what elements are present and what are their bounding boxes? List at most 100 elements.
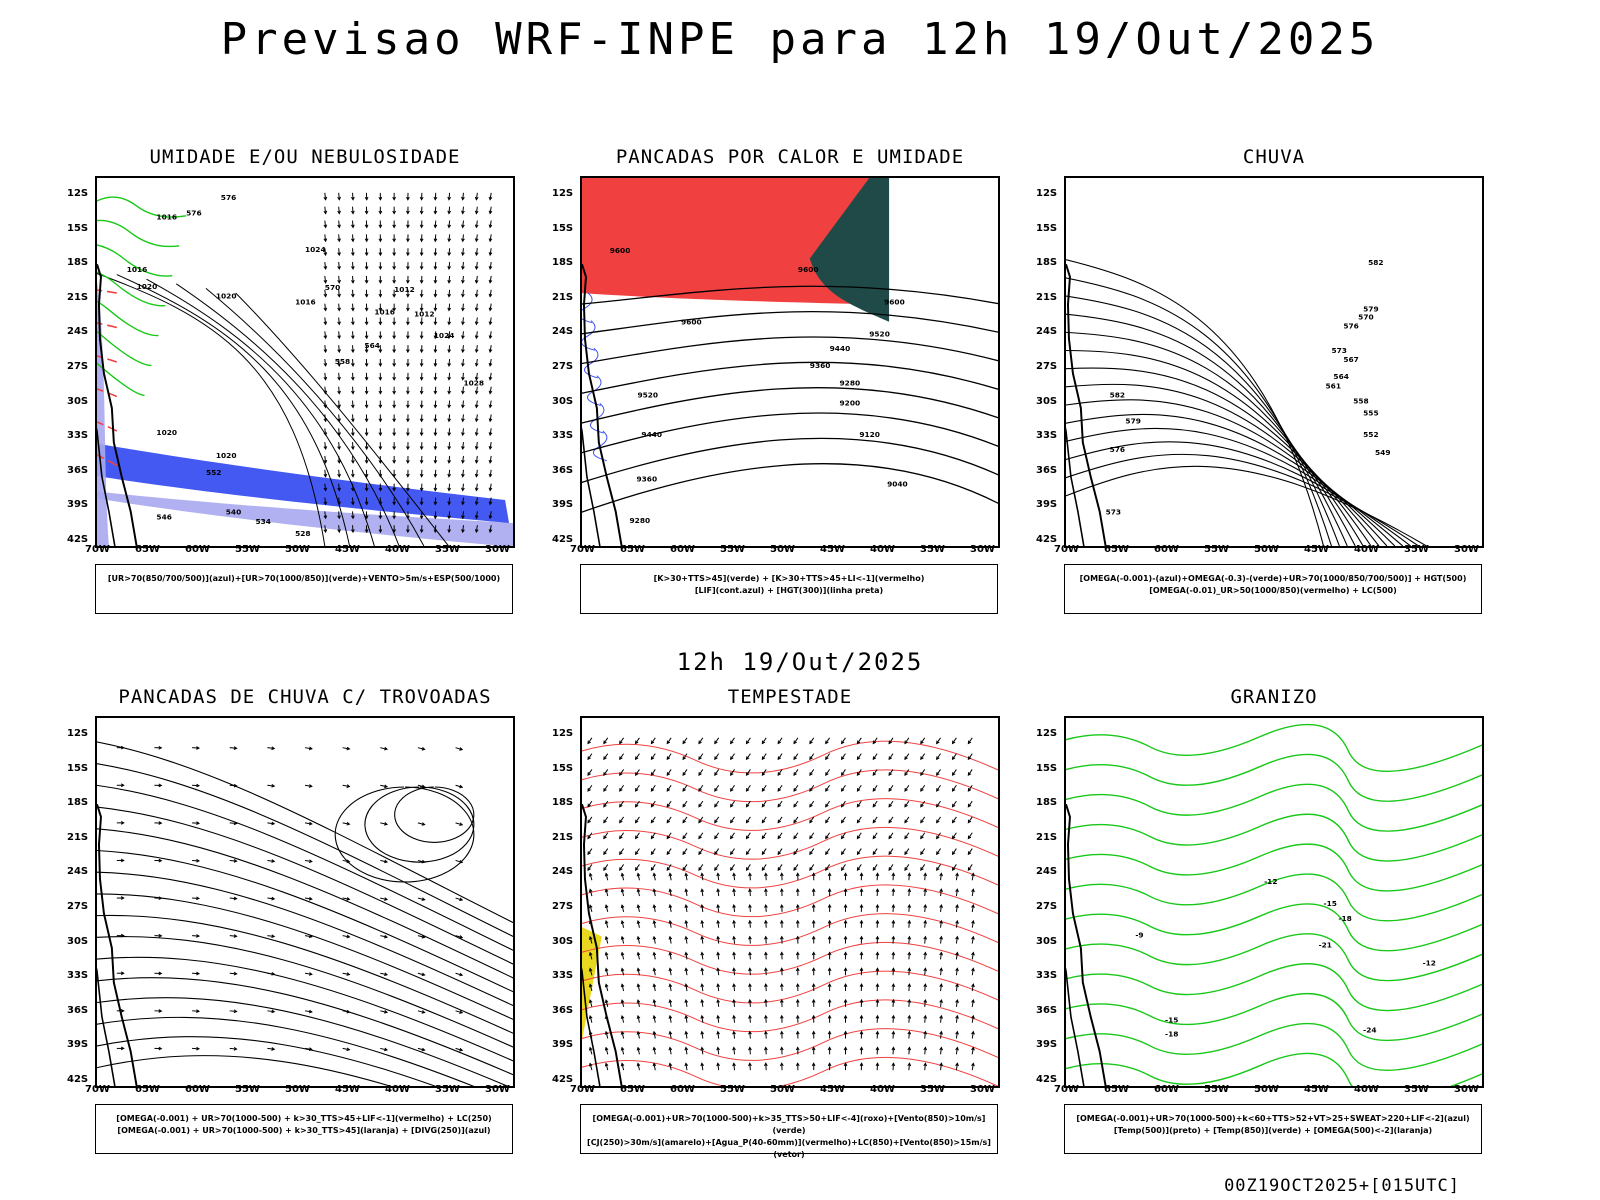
- longitude-tick-label: 40W: [1354, 1084, 1379, 1095]
- contour-label: 9120: [859, 430, 880, 439]
- map-canvas: [582, 728, 998, 1086]
- latitude-tick-label: 42S: [552, 1074, 574, 1085]
- longitude-tick-label: 70W: [1054, 1084, 1079, 1095]
- longitude-tick-label: 30W: [1454, 544, 1479, 555]
- legend-line: [OMEGA(-0.001)+UR>70(1000-500)+k<60+TTS>…: [1076, 1114, 1470, 1123]
- contour-label: 546: [156, 512, 171, 521]
- contour-label: 1028: [463, 379, 484, 388]
- longitude-tick-label: 55W: [720, 544, 745, 555]
- latitude-tick-label: 21S: [552, 291, 574, 303]
- contour-label: 573: [1331, 346, 1346, 355]
- latitude-tick-label: 36S: [67, 464, 89, 476]
- contour-label: 1020: [156, 428, 177, 437]
- longitude-tick-label: 70W: [85, 1084, 110, 1095]
- latitude-tick-label: 42S: [1036, 1074, 1058, 1085]
- contour-label: 558: [335, 357, 350, 366]
- latitude-tick-label: 12S: [67, 728, 89, 739]
- longitude-tick-label: 35W: [1404, 544, 1429, 555]
- longitude-tick-label: 45W: [1304, 1084, 1329, 1095]
- latitude-tick-label: 36S: [552, 464, 574, 476]
- contour-label: 9600: [884, 298, 905, 307]
- contour-label: 9360: [810, 361, 831, 370]
- contour-label: 576: [1110, 445, 1125, 454]
- hgt300-contours: [582, 285, 998, 513]
- contour-labels: -12-15-18-21-24-9-12-15-18: [1135, 877, 1436, 1038]
- legend-line: [OMEGA(-0.001) + UR>70(1000-500) + k>30_…: [116, 1114, 492, 1123]
- map-canvas: -12-15-18-21-24-9-12-15-18: [1066, 723, 1482, 1086]
- longitude-tick-label: 60W: [670, 1084, 695, 1095]
- legend-line: [K>30+TTS>45](verde) + [K>30+TTS>45+LI<-…: [653, 574, 925, 583]
- precipitable-water-red-contours: [582, 740, 998, 1086]
- longitude-tick-label: 55W: [235, 1084, 260, 1095]
- contour-label: 9600: [610, 246, 631, 255]
- latitude-tick-label: 33S: [1036, 970, 1058, 982]
- latitude-tick-label: 30S: [552, 395, 574, 407]
- latitude-tick-label: 39S: [67, 1039, 89, 1051]
- forecast-map-panel: 1016 1016 1020 1020 1016 1016 1012 1012 1024 1028…: [95, 176, 515, 548]
- contour-label: 570: [325, 283, 340, 292]
- legend-line: [Temp(500)](preto) + [Temp(850)](verde) …: [1113, 1126, 1433, 1135]
- contour-label: 570: [1358, 312, 1373, 321]
- map-outlines: [582, 728, 623, 1086]
- panel-legend: [OMEGA(-0.001)-(azul)+OMEGA(-0.3)-(verde…: [1064, 564, 1482, 614]
- latitude-tick-label: 18S: [67, 257, 89, 269]
- contour-label: -18: [1338, 914, 1351, 923]
- contour-label: 540: [226, 507, 241, 516]
- wind-vectors: [323, 192, 493, 534]
- contour-label: 558: [1353, 397, 1368, 406]
- map-canvas: 9600 9600 9600 9600 9520 9520 9440 9440 9360 9360…: [582, 178, 998, 546]
- latitude-tick-label: 15S: [1036, 762, 1058, 774]
- longitude-tick-label: 35W: [920, 544, 945, 555]
- latitude-tick-label: 39S: [552, 1039, 574, 1051]
- panel-legend: [UR>70(850/700/500)](azul)+[UR>70(1000/8…: [95, 564, 513, 614]
- contour-label: 1020: [216, 292, 237, 301]
- longitude-tick-label: 40W: [1354, 544, 1379, 555]
- run-info-footer: 00Z19OCT2025+[015UTC]: [1224, 1176, 1460, 1196]
- streamlines-250hpa: [97, 741, 513, 1086]
- latitude-tick-label: 21S: [67, 831, 89, 843]
- longitude-tick-label: 60W: [185, 544, 210, 555]
- panel-title: PANCADAS DE CHUVA C/ TROVOADAS: [118, 686, 492, 708]
- contour-label: 582: [1368, 258, 1383, 267]
- legend-line: [OMEGA(-0.001)-(azul)+OMEGA(-0.3)-(verde…: [1079, 574, 1467, 583]
- latitude-tick-label: 21S: [1036, 831, 1058, 843]
- latitude-tick-label: 21S: [552, 831, 574, 843]
- longitude-tick-label: 50W: [770, 544, 795, 555]
- wind-vectors: [587, 737, 975, 1071]
- latitude-tick-label: 36S: [1036, 464, 1058, 476]
- contour-label: 534: [255, 517, 270, 526]
- longitude-tick-label: 50W: [285, 1084, 310, 1095]
- latitude-tick-label: 33S: [1036, 430, 1058, 442]
- instability-red-area: [582, 178, 890, 305]
- longitude-tick-label: 50W: [285, 544, 310, 555]
- longitude-tick-label: 65W: [135, 544, 160, 555]
- low-humidity-green-contours: [97, 196, 187, 397]
- forecast-map-panel: 582 582 579 579 576 576 573 573 570 567 564 561 558 5…: [1064, 176, 1484, 548]
- contour-label: 9200: [840, 399, 861, 408]
- contour-label: 549: [1375, 448, 1390, 457]
- latitude-tick-label: 36S: [1036, 1004, 1058, 1016]
- latitude-tick-label: 33S: [67, 430, 89, 442]
- contour-label: 567: [1343, 355, 1358, 364]
- longitude-tick-label: 70W: [1054, 544, 1079, 555]
- contour-label: 9280: [630, 516, 651, 525]
- map-canvas: [97, 728, 513, 1086]
- longitude-tick-label: 35W: [1404, 1084, 1429, 1095]
- longitude-tick-label: 65W: [1104, 1084, 1129, 1095]
- contour-label: 9520: [869, 329, 890, 338]
- contour-label: 1012: [414, 309, 435, 318]
- legend-line: [UR>70(850/700/500)](azul)+[UR>70(1000/8…: [107, 574, 501, 583]
- longitude-tick-label: 60W: [1154, 1084, 1179, 1095]
- contour-label: -18: [1165, 1030, 1178, 1039]
- map-outlines: [1066, 188, 1107, 546]
- forecast-map-panel: -12 -15 -18 -21 -24 -9 -12 -15 -18: [1064, 716, 1484, 1088]
- contour-label: -9: [1135, 931, 1143, 940]
- latitude-tick-label: 30S: [67, 395, 89, 407]
- panel-legend: [OMEGA(-0.001)+UR>70(1000-500)+k>35_TTS>…: [580, 1104, 998, 1159]
- contour-label: 552: [1363, 430, 1378, 439]
- contour-label: 1024: [305, 245, 326, 254]
- panel-title: TEMPESTADE: [727, 686, 853, 708]
- latitude-tick-label: 27S: [67, 361, 89, 372]
- wind-vectors: [116, 745, 464, 1052]
